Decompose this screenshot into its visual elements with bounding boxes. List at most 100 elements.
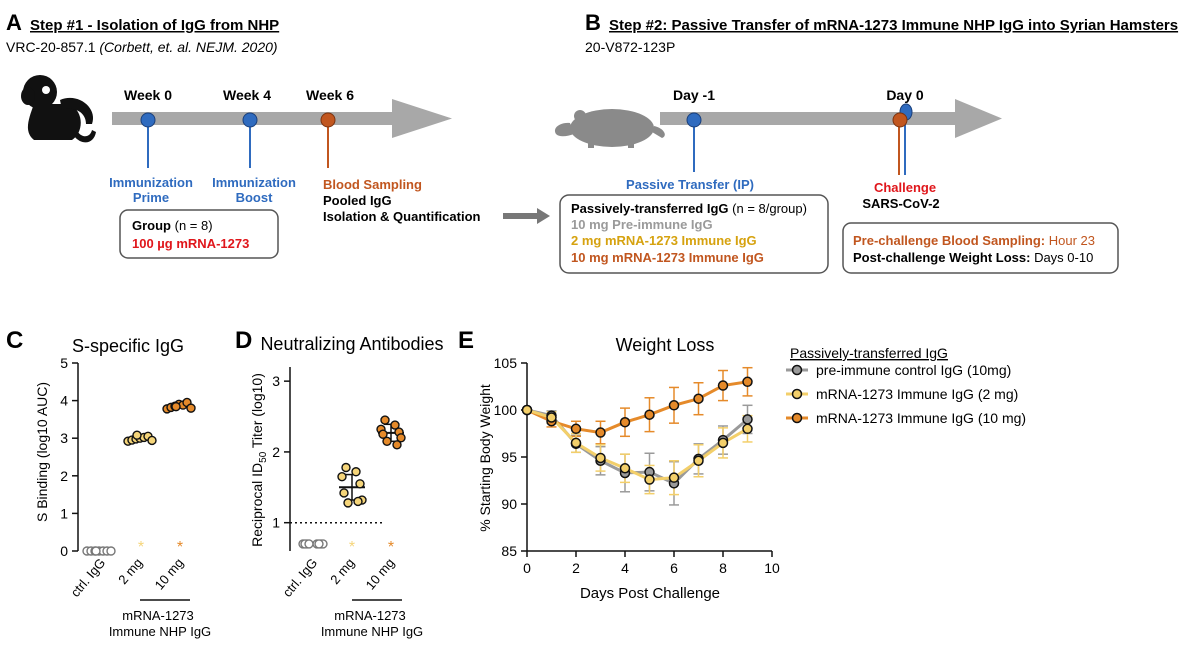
data-point <box>355 479 365 489</box>
data-point <box>644 474 655 485</box>
data-point <box>742 376 753 388</box>
panel-c: C S-specific IgG S Binding (log10 AUC) 0… <box>6 327 211 639</box>
significance-star: * <box>138 539 144 556</box>
panel-e-letter: E <box>458 327 474 354</box>
chart-c-xtick-2mg: 2 mg <box>115 555 145 587</box>
data-point <box>343 498 353 508</box>
data-point <box>644 409 655 420</box>
data-point <box>382 436 392 447</box>
timeline-b-arrowhead <box>955 99 1002 138</box>
chart-d-xtick-ctrl: ctrl. IgG <box>280 555 321 600</box>
ytick-label: 1 <box>272 515 280 531</box>
data-point <box>390 420 400 430</box>
data-point <box>668 472 680 483</box>
panel-e: E Weight Loss % Starting Body Weight Day… <box>458 327 1026 602</box>
chart-d-title: Neutralizing Antibodies <box>260 334 443 354</box>
panel-d: D Neutralizing Antibodies Reciprocal ID5… <box>235 327 444 639</box>
label-blood-sampling: Blood Sampling <box>323 177 422 192</box>
transfer-item-10mg: 10 mg mRNA-1273 Immune IgG <box>571 250 764 265</box>
chart-e-xlabel: Days Post Challenge <box>580 585 720 602</box>
data-point <box>380 415 390 425</box>
label-challenge: Challenge <box>874 180 936 195</box>
xtick-label: 2 <box>572 560 580 576</box>
label-day0: Day 0 <box>886 87 924 103</box>
label-day-minus1: Day -1 <box>673 87 715 103</box>
legend-swatch-marker <box>791 388 803 400</box>
timeline-b-bar <box>660 112 955 125</box>
data-point <box>693 455 704 467</box>
chart-d-ylabel: Reciprocal ID50 Titer (log10) <box>249 373 269 547</box>
marker-week4 <box>242 112 258 128</box>
series-line <box>526 380 748 435</box>
chart-e-ylabel: % Starting Body Weight <box>477 384 493 532</box>
data-point <box>171 401 181 412</box>
panel-a-title: Step #1 - Isolation of IgG from NHP <box>30 17 279 34</box>
ytick-label: 85 <box>501 543 517 559</box>
data-point <box>132 430 142 440</box>
data-point <box>619 463 631 474</box>
panel-b: B Step #2: Passive Transfer of mRNA-1273… <box>554 10 1178 274</box>
group-dose: 100 µg mRNA-1273 <box>132 236 249 251</box>
data-point <box>619 416 631 428</box>
timeline-a-arrowhead <box>392 99 452 138</box>
data-point <box>693 393 704 404</box>
label-pooled-igg: Pooled IgG <box>323 193 392 208</box>
data-point <box>595 452 606 464</box>
ytick-label: 0 <box>60 543 68 559</box>
data-point <box>546 412 557 423</box>
label-sars-cov-2: SARS-CoV-2 <box>862 196 939 211</box>
ytick-label: 90 <box>501 496 517 512</box>
data-point <box>378 429 388 439</box>
ytick-label: 5 <box>60 355 68 371</box>
data-point <box>570 437 582 449</box>
data-point <box>147 435 157 446</box>
chart-c-title: S-specific IgG <box>72 336 184 356</box>
panel-b-letter: B <box>585 10 601 35</box>
label-isolation: Isolation & Quantification <box>323 209 481 224</box>
panel-b-title: Step #2: Passive Transfer of mRNA-1273 I… <box>609 17 1178 34</box>
marker-day-minus1 <box>686 112 702 128</box>
panel-c-letter: C <box>6 327 23 354</box>
data-point <box>392 440 402 450</box>
data-point <box>186 403 196 413</box>
data-point <box>570 423 582 435</box>
marker-week0 <box>140 112 156 128</box>
label-immunization-prime-2: Prime <box>133 190 169 205</box>
label-passive-transfer: Passive Transfer (IP) <box>626 177 754 192</box>
ytick-label: 95 <box>501 449 517 465</box>
series-line <box>526 408 749 482</box>
group-box <box>119 209 279 259</box>
data-point <box>742 414 753 425</box>
data-point <box>396 433 406 443</box>
ytick-label: 100 <box>494 402 518 418</box>
xtick-label: 4 <box>621 560 629 576</box>
panel-d-letter: D <box>235 327 252 354</box>
ytick-label: 2 <box>60 468 68 484</box>
data-point <box>341 462 351 473</box>
data-point <box>742 423 753 435</box>
data-point <box>337 471 347 482</box>
panel-b-subtitle: 20-V872-123P <box>585 39 675 55</box>
chart-d-xtick-10mg: 10 mg <box>363 555 398 592</box>
data-point <box>339 488 349 498</box>
chart-d-group-label-2: Immune NHP IgG <box>321 624 423 639</box>
xtick-label: 8 <box>719 560 727 576</box>
xtick-label: 6 <box>670 560 678 576</box>
ytick-label: 2 <box>272 444 280 460</box>
data-point <box>717 380 729 391</box>
marker-day0-sampling <box>892 112 908 128</box>
data-point <box>521 404 533 416</box>
connector-bar <box>503 213 537 219</box>
panel-a-subtitle: VRC-20-857.1 (Corbett, et. al. NEJM. 202… <box>6 39 278 55</box>
chart-c-ylabel: S Binding (log10 AUC) <box>34 382 50 522</box>
ytick-label: 4 <box>60 393 68 409</box>
data-point <box>314 539 324 549</box>
data-point <box>351 467 361 477</box>
data-point <box>353 496 363 507</box>
legend-label-10mg: mRNA-1273 Immune IgG (10 mg) <box>816 410 1026 426</box>
ytick-label: 3 <box>272 373 280 389</box>
legend-label-2mg: mRNA-1273 Immune IgG (2 mg) <box>816 386 1018 402</box>
chart-c-xtick-ctrl: ctrl. IgG <box>68 555 109 600</box>
monkey-icon <box>21 75 96 143</box>
